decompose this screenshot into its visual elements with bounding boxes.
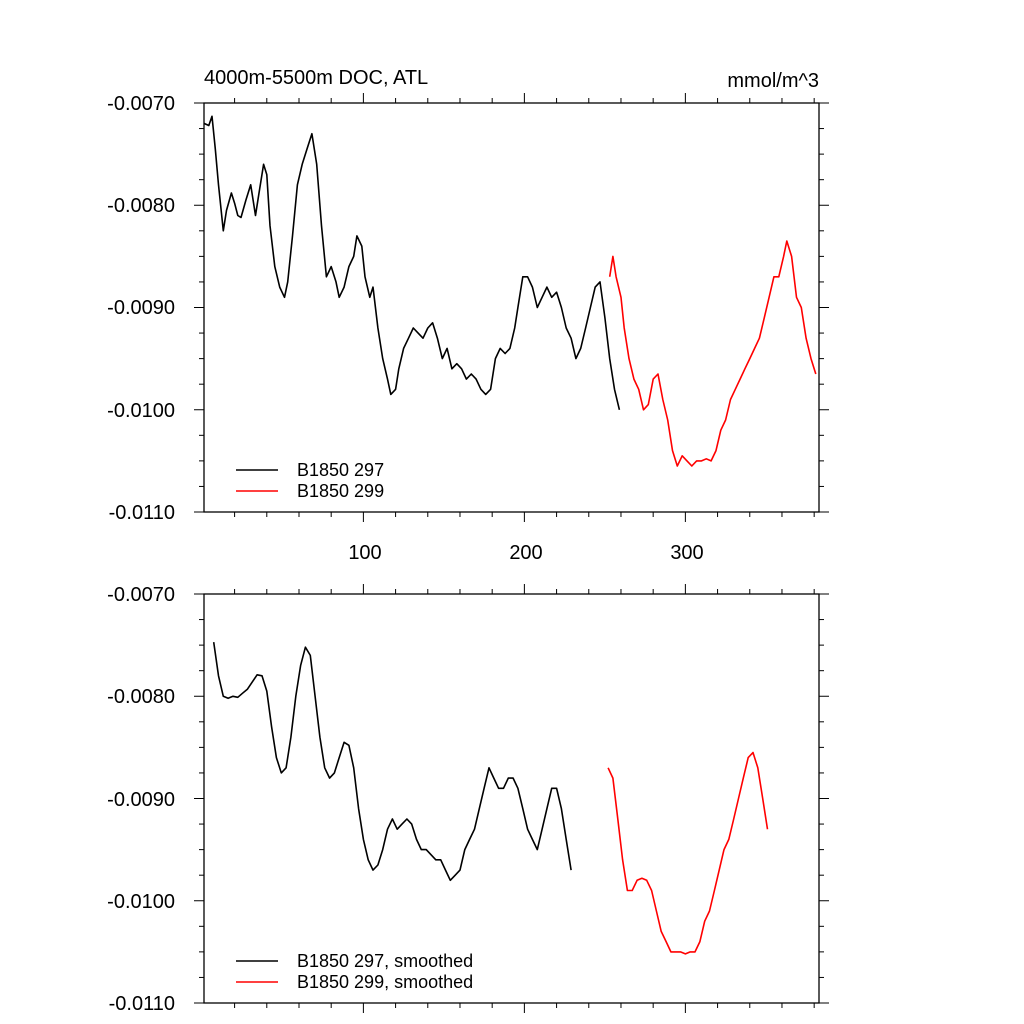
top-xtick-label: 200 (509, 542, 542, 564)
top-xtick-label: 100 (348, 542, 381, 564)
top-ytick-label: -0.0070 (107, 93, 175, 115)
series-line-b1850-297-smoothed (212, 641, 572, 882)
series-line-b1850-299-smoothed (607, 751, 769, 955)
legend-label: B1850 299 (297, 481, 384, 501)
bottom-ytick-label: -0.0090 (107, 789, 175, 811)
top-xtick-label: 300 (670, 542, 703, 564)
bottom-plot-frame (203, 593, 820, 1004)
top-panel: 4000m-5500m DOC, ATL mmol/m^3 -0.0070 -0… (107, 67, 829, 564)
top-ytick-label: -0.0090 (107, 297, 175, 319)
top-plot-frame (203, 102, 820, 513)
series-line-b1850-297 (203, 115, 621, 410)
bottom-panel: -0.0070 -0.0080 -0.0090 -0.0100 -0.0110 … (107, 584, 829, 1015)
top-ytick-label: -0.0080 (107, 195, 175, 217)
top-ytick-label: -0.0110 (109, 502, 175, 524)
units-label: mmol/m^3 (727, 70, 819, 92)
legend-label: B1850 297 (297, 460, 384, 480)
bottom-ytick-label: -0.0080 (107, 686, 175, 708)
top-chart-title: 4000m-5500m DOC, ATL (204, 67, 428, 89)
bottom-ytick-label: -0.0100 (107, 891, 175, 913)
legend-label: B1850 297, smoothed (297, 951, 473, 971)
bottom-ytick-label: -0.0110 (109, 993, 175, 1015)
bottom-ytick-label: -0.0070 (107, 584, 175, 606)
top-ytick-label: -0.0100 (107, 400, 175, 422)
legend-label: B1850 299, smoothed (297, 972, 473, 992)
series-line-b1850-299 (608, 240, 817, 467)
